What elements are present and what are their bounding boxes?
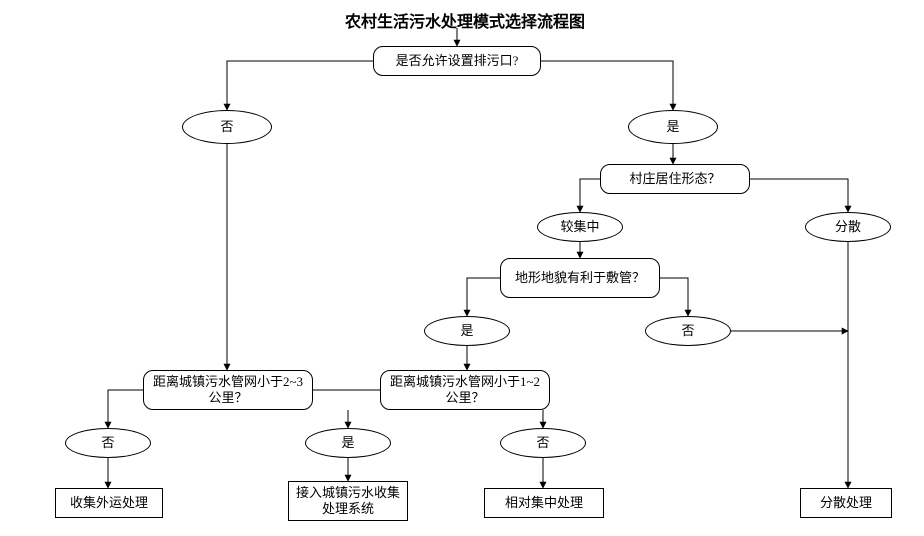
node-a_yes3: 是: [305, 428, 391, 458]
node-r_cent: 相对集中处理: [484, 488, 604, 518]
node-q_form: 村庄居住形态？: [600, 164, 750, 194]
flowchart-title: 农村生活污水处理模式选择流程图: [315, 8, 615, 32]
node-a_conc: 较集中: [537, 212, 623, 242]
node-a_no2: 否: [645, 316, 731, 346]
node-q_terrain: 地形地貌有利于敷管？: [500, 258, 660, 298]
node-q_dist23: 距离城镇污水管网小于2~3公里？: [143, 370, 313, 410]
node-r_disp: 分散处理: [800, 488, 892, 518]
node-a_yes1: 是: [628, 110, 718, 144]
node-a_no3: 否: [65, 428, 151, 458]
node-a_yes2: 是: [424, 316, 510, 346]
node-a_no1: 否: [182, 110, 272, 144]
node-r_collect: 收集外运处理: [55, 488, 163, 518]
node-a_no4: 否: [500, 428, 586, 458]
flowchart-edges: [0, 0, 924, 536]
node-q_dist12: 距离城镇污水管网小于1~2公里？: [380, 370, 550, 410]
node-r_urban: 接入城镇污水收集处理系统: [288, 481, 408, 521]
node-a_disp: 分散: [805, 212, 891, 242]
node-q_outfall: 是否允许设置排污口?: [373, 46, 541, 76]
